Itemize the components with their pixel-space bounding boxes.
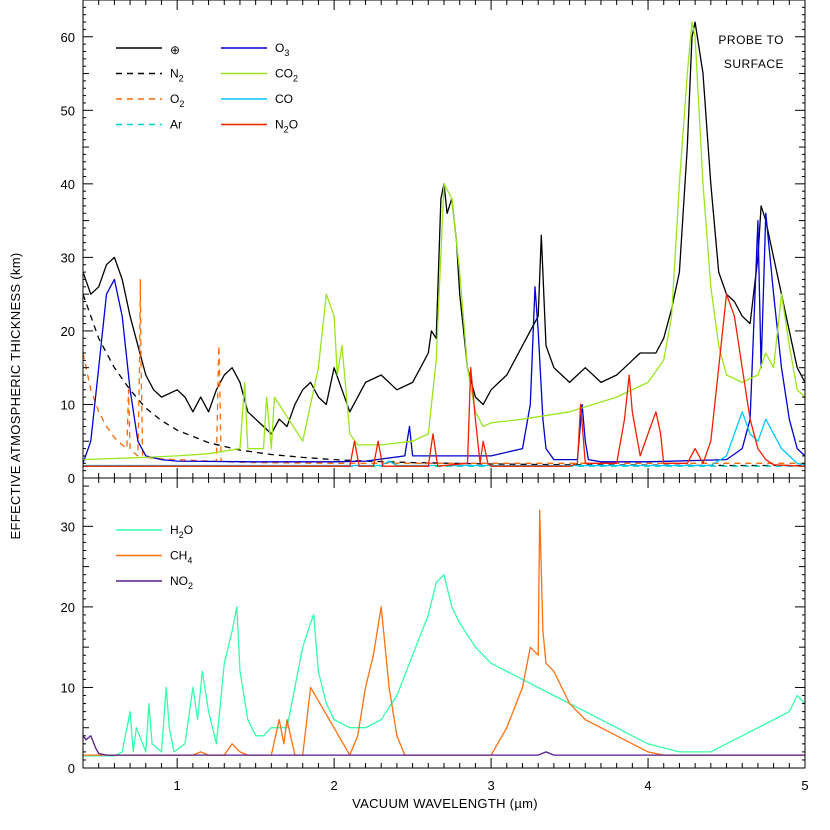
top-y-tick-label: 10 — [61, 397, 75, 412]
bottom-y-tick-label: 20 — [61, 600, 75, 615]
x-axis-label: VACUUM WAVELENGTH (µm) — [352, 796, 538, 811]
bottom-y-tick-label: 10 — [61, 680, 75, 695]
bottom-axes: 0 10 20 30 1 2 3 4 5 — [61, 477, 809, 793]
bottom-panel: 0 10 20 30 1 2 3 4 5 H2O CH4 NO2 — [61, 477, 809, 793]
annotation-line-2: SURFACE — [724, 57, 784, 71]
legend-item-: ⊕ — [116, 43, 180, 57]
top-legend: ⊕ N2 O2 Ar O3 CO2 CO N2O — [116, 41, 298, 135]
legend-label-ch4: CH4 — [170, 549, 192, 566]
series-line-no2 — [83, 735, 805, 756]
top-axes: 0 10 20 30 40 50 60 — [61, 0, 806, 486]
legend-label-o2: O2 — [170, 92, 184, 109]
top-panel: 0 10 20 30 40 50 60 ⊕ N2 O2 Ar O3 CO2 CO N2O PROBE TO… — [61, 0, 806, 486]
top-y-tick-label: 0 — [68, 471, 75, 486]
legend-label-: ⊕ — [170, 43, 180, 57]
bottom-y-tick-label: 0 — [68, 761, 75, 776]
legend-label-n2o: N2O — [275, 118, 298, 135]
bottom-x-tick-label: 2 — [331, 778, 338, 793]
legend-label-no2: NO2 — [170, 574, 193, 591]
top-y-tick-label: 40 — [61, 177, 75, 192]
top-y-tick-label: 60 — [61, 30, 75, 45]
legend-item-h2o: H2O — [116, 523, 193, 540]
legend-item-ar: Ar — [116, 118, 182, 132]
series-line-n2o — [83, 293, 805, 467]
series-line-h2o — [83, 574, 805, 757]
legend-item-co2: CO2 — [221, 67, 298, 84]
bottom-x-tick-label: 5 — [801, 778, 808, 793]
legend-label-ar: Ar — [170, 118, 182, 132]
legend-item-co: CO — [221, 92, 293, 106]
top-series-group — [83, 21, 805, 467]
legend-label-n2: N2 — [170, 67, 184, 84]
legend-label-h2o: H2O — [170, 523, 193, 540]
series-line-n2 — [83, 293, 805, 467]
top-y-tick-label: 20 — [61, 324, 75, 339]
legend-item-o3: O3 — [221, 41, 289, 58]
bottom-x-tick-label: 3 — [487, 778, 494, 793]
series-line-co2 — [83, 21, 805, 461]
bottom-x-tick-label: 4 — [644, 778, 651, 793]
legend-label-co2: CO2 — [275, 67, 298, 84]
y-axis-label: EFFECTIVE ATMOSPHERIC THICKNESS (km) — [8, 253, 23, 540]
annotation-line-1: PROBE TO — [718, 33, 784, 47]
bottom-legend: H2O CH4 NO2 — [116, 523, 193, 591]
bottom-x-tick-label: 1 — [174, 778, 181, 793]
legend-item-n2: N2 — [116, 67, 184, 84]
legend-label-o3: O3 — [275, 41, 289, 58]
series-line-co — [83, 411, 805, 467]
legend-item-o2: O2 — [116, 92, 184, 109]
legend-label-co: CO — [275, 92, 293, 106]
legend-item-ch4: CH4 — [116, 549, 192, 566]
bottom-series-group — [83, 509, 805, 757]
series-line-o3 — [83, 212, 805, 464]
top-y-tick-label: 30 — [61, 250, 75, 265]
legend-item-no2: NO2 — [116, 574, 193, 591]
bottom-y-tick-label: 30 — [61, 519, 75, 534]
legend-item-n2o: N2O — [221, 118, 298, 135]
top-y-tick-label: 50 — [61, 103, 75, 118]
